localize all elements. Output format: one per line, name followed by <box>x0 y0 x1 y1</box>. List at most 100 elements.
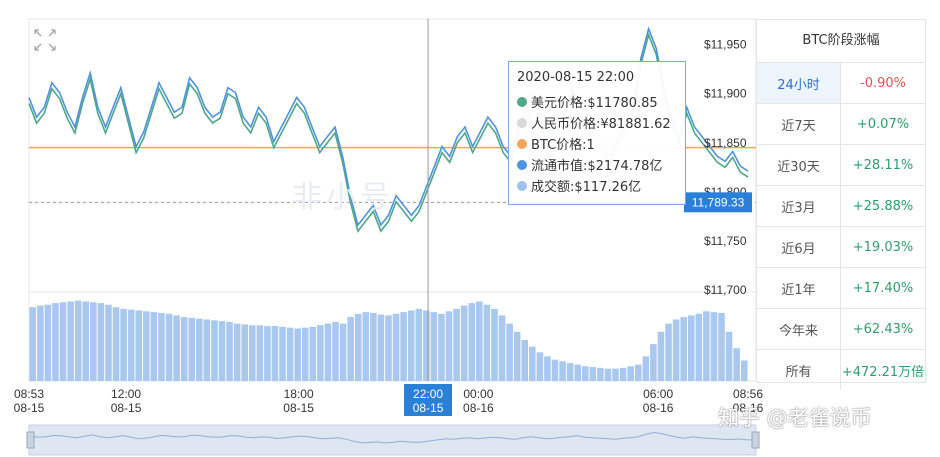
price-axis-tick: $11,900 <box>704 87 747 101</box>
period-row-30d[interactable]: 近30天 +28.11% <box>757 145 925 186</box>
volume-bar <box>423 310 430 381</box>
fullscreen-expand-icon[interactable] <box>33 28 57 52</box>
volume-bar <box>67 301 74 381</box>
period-row-24h[interactable]: 24小时 -0.90% <box>757 63 925 104</box>
period-row-3m[interactable]: 近3月 +25.88% <box>757 186 925 227</box>
market-cap-series-dot-icon <box>517 159 527 170</box>
volume-bar <box>256 325 264 381</box>
volume-bar <box>324 323 332 381</box>
volume-bar <box>445 311 453 381</box>
volume-bar <box>672 319 680 381</box>
period-row-all[interactable]: 所有 +472.21万倍 <box>757 350 925 390</box>
volume-bar <box>400 312 407 381</box>
volume-bar <box>158 312 165 381</box>
price-axis-tick: $11,950 <box>704 38 747 52</box>
volume-bar <box>218 321 226 381</box>
volume-bar <box>521 340 529 381</box>
zhihu-watermark: 知乎 @老雀说币 <box>718 406 872 430</box>
volume-bar <box>536 352 544 381</box>
volume-bar <box>718 312 725 381</box>
volume-bar <box>619 367 627 381</box>
cursor-x-badge-time: 22:00 <box>413 387 443 401</box>
tooltip-row-volume: 成交额:$117.26亿 <box>517 175 677 196</box>
volume-bar <box>294 328 301 381</box>
volume-bar <box>279 326 286 381</box>
volume-bar <box>642 356 650 381</box>
volume-bar <box>377 314 385 381</box>
range-navigator <box>26 424 760 456</box>
navigator-series-line <box>30 431 755 444</box>
volume-bar <box>332 321 339 381</box>
volume-bar <box>612 368 619 381</box>
volume-bar <box>468 303 476 381</box>
volume-bar <box>491 308 498 381</box>
volume-bar <box>604 368 612 381</box>
period-row-1y[interactable]: 近1年 +17.40% <box>757 268 925 309</box>
volume-bar <box>196 318 203 381</box>
volume-bar <box>105 304 112 381</box>
volume-bar <box>59 302 67 381</box>
volume-bar <box>544 356 551 381</box>
cursor-x-badge-date: 08-15 <box>413 401 444 415</box>
volume-bar <box>453 308 460 381</box>
volume-bar <box>415 308 423 381</box>
volume-bar <box>180 317 188 381</box>
tooltip-row-btc: BTC价格:1 <box>517 133 677 154</box>
tooltip-row-usd: 美元价格:$11780.85 <box>517 91 677 112</box>
volume-bar <box>188 317 196 381</box>
volume-bar <box>74 300 82 381</box>
volume-bar <box>286 327 294 381</box>
volume-bar <box>370 312 377 381</box>
current-price-badge: 11,789.33 <box>684 192 752 213</box>
x-axis-tick-date: 08-15 <box>111 401 142 415</box>
volume-bar <box>695 313 703 381</box>
volume-bar <box>703 311 710 381</box>
volume-bar <box>97 303 105 381</box>
volume-bar <box>529 346 536 381</box>
volume-bar <box>317 325 324 381</box>
volume-bar <box>430 312 438 381</box>
volume-bar <box>44 304 52 381</box>
volume-bar <box>37 305 44 381</box>
navigator-left-handle <box>26 431 35 449</box>
volume-bar <box>29 307 37 381</box>
volume-bar <box>90 302 97 381</box>
volume-bar <box>347 317 354 381</box>
volume-bar <box>597 367 604 381</box>
volume-bar <box>581 366 589 381</box>
volume-bars <box>29 300 748 381</box>
volume-bar <box>680 317 687 381</box>
volume-bar <box>143 311 150 381</box>
x-axis-tick-date: 08-16 <box>733 401 764 415</box>
volume-bar <box>211 320 218 381</box>
volume-bar <box>733 348 740 381</box>
volume-bar <box>559 361 566 381</box>
volume-bar <box>362 312 370 381</box>
price-axis-tick: $11,850 <box>704 136 747 150</box>
period-row-ytd[interactable]: 今年来 +62.43% <box>757 309 925 350</box>
x-axis-tick-date: 08-15 <box>283 401 314 415</box>
x-axis-tick-date: 08-16 <box>463 401 494 415</box>
volume-bar <box>438 313 445 381</box>
volume-bar <box>127 309 135 381</box>
period-row-7d[interactable]: 近7天 +0.07% <box>757 104 925 145</box>
navigator-right-handle <box>751 431 760 449</box>
volume-bar <box>82 301 90 381</box>
volume-bar <box>476 301 483 381</box>
volume-bar <box>627 366 634 381</box>
usd-series-dot-icon <box>517 96 527 107</box>
volume-bar <box>740 360 748 381</box>
volume-bar <box>385 315 392 381</box>
volume-bar <box>309 326 317 381</box>
volume-bar <box>657 331 665 381</box>
volume-bar <box>112 307 120 381</box>
volume-bar <box>665 323 672 381</box>
volume-bar <box>725 331 733 381</box>
volume-bar <box>248 325 256 381</box>
volume-bar <box>233 323 241 381</box>
price-axis-tick: $11,750 <box>704 234 747 248</box>
period-row-6m[interactable]: 近6月 +19.03% <box>757 227 925 268</box>
volume-bar <box>513 331 521 381</box>
volume-bar <box>650 344 657 381</box>
